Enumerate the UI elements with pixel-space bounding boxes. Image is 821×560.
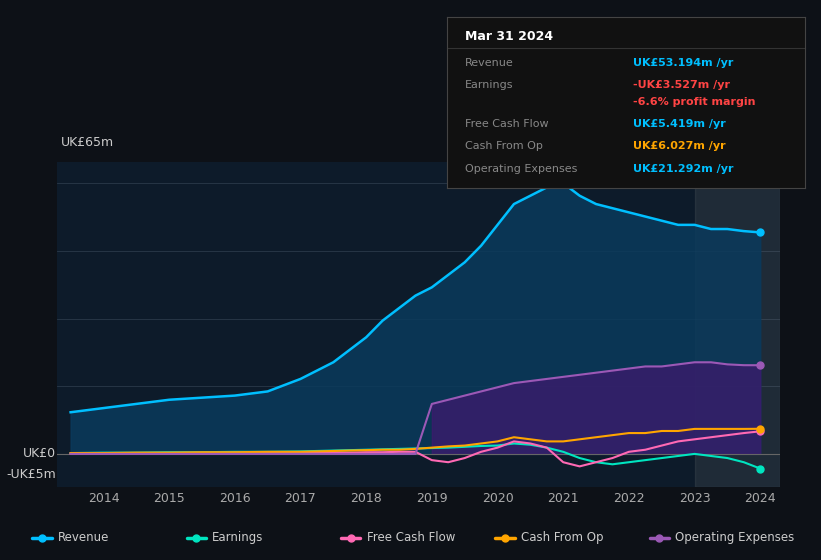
Text: Free Cash Flow: Free Cash Flow [366,531,455,544]
Text: Earnings: Earnings [466,80,514,90]
Text: UK£0: UK£0 [23,447,56,460]
Text: Free Cash Flow: Free Cash Flow [466,119,549,129]
Text: Revenue: Revenue [57,531,109,544]
Text: Operating Expenses: Operating Expenses [466,164,578,174]
Text: UK£53.194m /yr: UK£53.194m /yr [633,58,733,68]
Bar [695,162,780,487]
Text: Cash From Op: Cash From Op [521,531,603,544]
Text: UK£65m: UK£65m [61,137,114,150]
Text: Mar 31 2024: Mar 31 2024 [466,30,553,44]
Text: Operating Expenses: Operating Expenses [675,531,795,544]
Text: -UK£3.527m /yr: -UK£3.527m /yr [633,80,730,90]
Text: UK£21.292m /yr: UK£21.292m /yr [633,164,734,174]
Text: -6.6% profit margin: -6.6% profit margin [633,97,755,107]
Text: UK£5.419m /yr: UK£5.419m /yr [633,119,726,129]
Text: Earnings: Earnings [212,531,264,544]
Text: UK£6.027m /yr: UK£6.027m /yr [633,142,726,152]
Text: Cash From Op: Cash From Op [466,142,544,152]
Text: -UK£5m: -UK£5m [7,468,56,481]
Text: Revenue: Revenue [466,58,514,68]
